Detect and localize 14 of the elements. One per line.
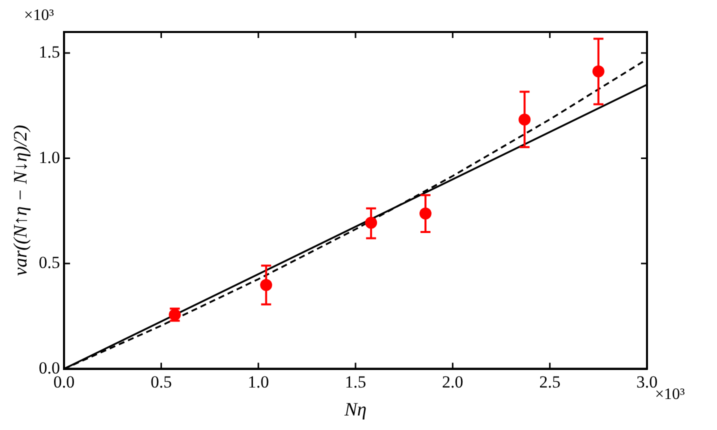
x-tick-label: 1.5 — [344, 372, 366, 392]
y-tick-label: 1.5 — [38, 42, 60, 62]
x-tick-label: 2.5 — [539, 372, 560, 392]
text: ×10³ — [24, 7, 54, 24]
y-tick-label: 0.0 — [38, 358, 60, 378]
x-tick-label: 1.0 — [248, 372, 269, 392]
y-axis-title: var((N↑η − N↓η)/2) — [10, 124, 32, 276]
x-axis-title: Nη — [343, 400, 367, 421]
x-tick-label: 2.0 — [442, 372, 464, 392]
y-tick-label: 1.0 — [38, 148, 60, 167]
x-tick-label: 3.0 — [636, 372, 658, 392]
y-tick-label: 0.5 — [38, 253, 60, 272]
x-tick-label: 0.5 — [150, 372, 172, 392]
text: ×10³ — [655, 386, 686, 404]
